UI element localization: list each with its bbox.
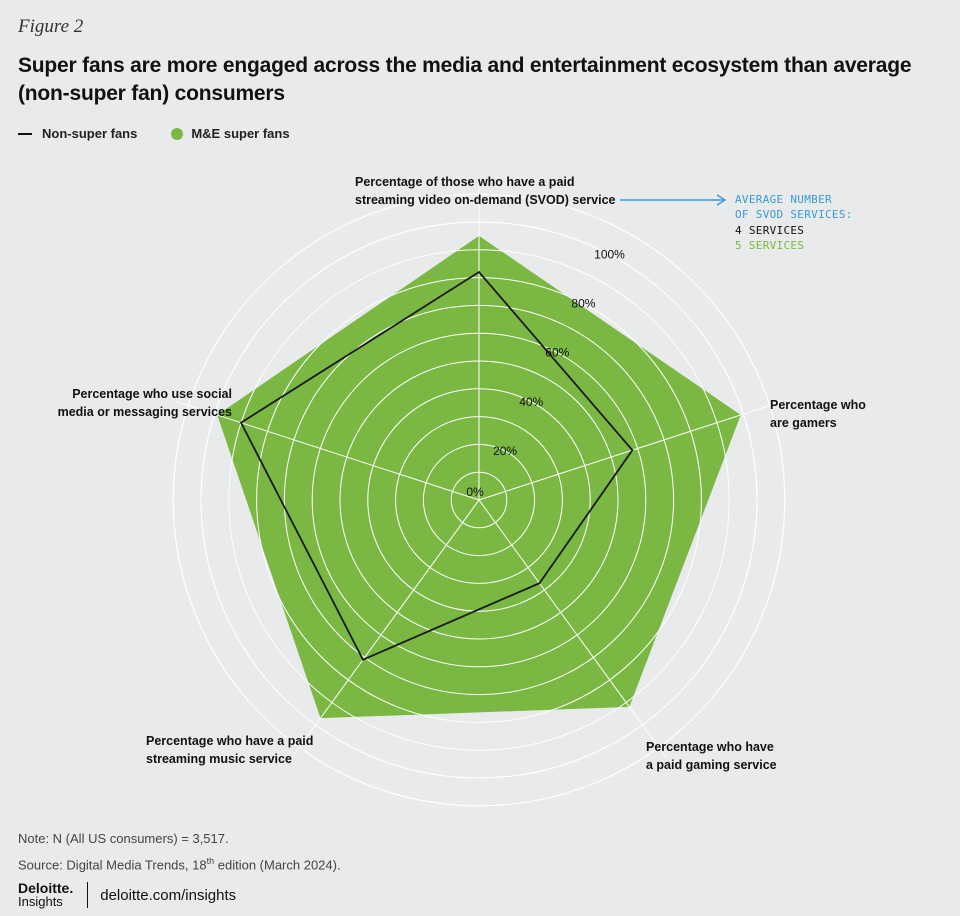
axis-label-4: Percentage who use social media or messag… — [58, 387, 232, 419]
grid-spoke-4 — [174, 400, 480, 501]
axis-label-4-line-0: Percentage who use social — [72, 387, 232, 401]
brand: Deloitte. Insights deloitte.com/insights — [18, 880, 237, 909]
axis-label-3: Percentage who have a paid streaming musi… — [146, 734, 313, 766]
legend-label-super: M&E super fans — [191, 126, 290, 141]
legend-label-non-super: Non-super fans — [42, 126, 138, 141]
logo-line-1: Deloitte. — [18, 880, 74, 896]
annotation-non-super-value: 4 SERVICES — [735, 224, 804, 237]
deloitte-logo: Deloitte. Insights — [18, 880, 74, 909]
source-suffix: edition (March 2024). — [214, 857, 341, 873]
tick-label-1: 20% — [493, 444, 517, 458]
source-sup: th — [206, 856, 215, 866]
annotation-super-value: 5 SERVICES — [735, 239, 804, 252]
axis-label-0-line-0: Percentage of those who have a paid — [355, 175, 575, 189]
grid-spoke-3 — [290, 499, 480, 759]
axis-label-0-line-1: streaming video on-demand (SVOD) service — [355, 193, 616, 207]
legend-item-super: M&E super fans — [171, 126, 290, 141]
grid-overlay — [174, 180, 784, 779]
tick-label-2: 40% — [519, 395, 543, 409]
axis-label-2-line-1: a paid gaming service — [646, 758, 777, 772]
legend: Non-super fans M&E super fans — [18, 126, 324, 141]
tick-label-0: 0% — [466, 485, 484, 499]
footer-note: Note: N (All US consumers) = 3,517. Sour… — [18, 828, 341, 876]
axis-label-2: Percentage who have a paid gaming service — [646, 740, 777, 772]
series-non-super-fans-line — [239, 270, 634, 661]
axis-label-1-line-1: are gamers — [770, 416, 837, 430]
chart-title: Super fans are more engaged across the m… — [18, 54, 912, 105]
axis-label-0: Percentage of those who have a paid strea… — [355, 175, 616, 207]
tick-label-4: 80% — [571, 297, 595, 311]
tick-label-5: 100% — [594, 248, 625, 262]
axis-label-2-line-0: Percentage who have — [646, 740, 774, 754]
brand-divider — [87, 882, 89, 908]
annotation-line-1: AVERAGE NUMBER — [735, 193, 832, 206]
legend-item-non-super: Non-super fans — [18, 126, 137, 141]
logo-line-2: Insights — [18, 894, 63, 909]
tick-label-3: 60% — [545, 346, 569, 360]
legend-line-swatch — [18, 132, 32, 135]
insights-link[interactable]: deloitte.com/insights — [100, 886, 237, 904]
axis-label-4-line-1: media or messaging services — [58, 405, 232, 419]
source-text: Source: Digital Media Trends, 18th editi… — [18, 850, 341, 876]
axis-label-3-line-0: Percentage who have a paid — [146, 734, 313, 748]
note-text: Note: N (All US consumers) = 3,517. — [18, 831, 229, 846]
axis-label-1: Percentage who are gamers — [770, 398, 866, 430]
annotation-line-2: OF SVOD SERVICES: — [735, 208, 853, 221]
source-prefix: Source: Digital Media Trends, 18 — [18, 857, 207, 873]
grid-spoke-2 — [478, 499, 668, 759]
annotation-arrow-head — [716, 194, 727, 206]
figure-label: Figure 2 — [18, 16, 84, 37]
legend-dot-swatch — [171, 127, 184, 140]
axis-label-1-line-0: Percentage who — [770, 398, 866, 412]
axis-label-3-line-1: streaming music service — [146, 752, 292, 766]
